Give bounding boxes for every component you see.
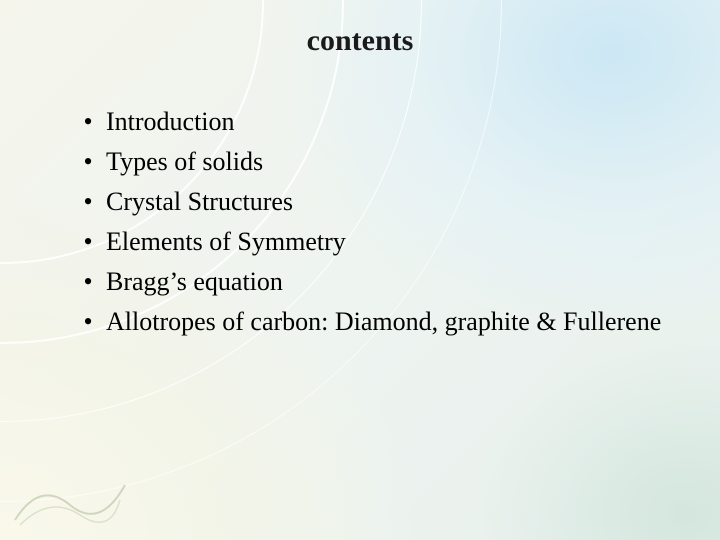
list-item-text: Bragg’s equation [106,265,283,299]
list-item-text: Crystal Structures [106,185,293,219]
bullet-icon: • [70,265,106,299]
list-item: • Introduction [70,105,680,139]
flourish-icon [10,470,130,530]
bullet-icon: • [70,225,106,259]
list-item-text: Types of solids [106,145,263,179]
bullet-icon: • [70,145,106,179]
list-item-text: Elements of Symmetry [106,225,346,259]
content-list: • Introduction • Types of solids • Cryst… [70,105,680,345]
slide: contents • Introduction • Types of solid… [0,0,720,540]
bullet-icon: • [70,105,106,139]
list-item-text: Introduction [106,105,235,139]
list-item: • Crystal Structures [70,185,680,219]
bullet-icon: • [70,185,106,219]
list-item-text: Allotropes of carbon: Diamond, graphite … [106,305,661,339]
list-item: • Types of solids [70,145,680,179]
list-item: • Elements of Symmetry [70,225,680,259]
list-item: • Bragg’s equation [70,265,680,299]
slide-title: contents [0,24,720,58]
list-item: • Allotropes of carbon: Diamond, graphit… [70,305,680,339]
bullet-icon: • [70,305,106,339]
